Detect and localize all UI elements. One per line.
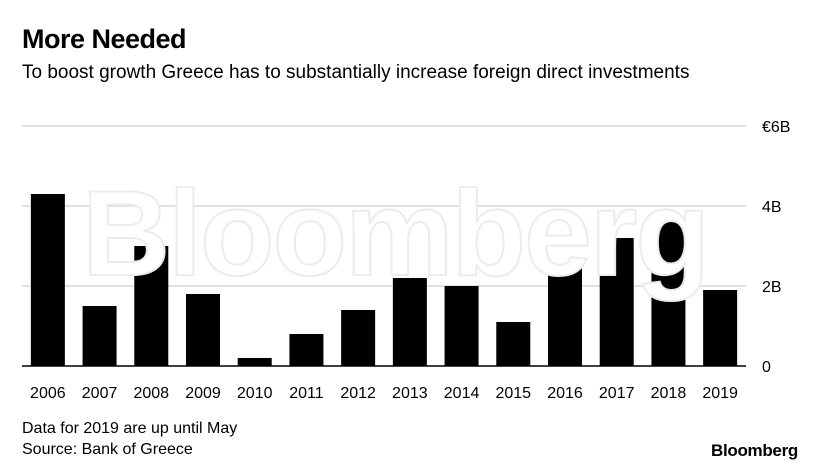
x-tick-label: 2012 bbox=[340, 385, 376, 402]
x-tick-label: 2016 bbox=[547, 385, 583, 402]
chart-subtitle: To boost growth Greece has to substantia… bbox=[22, 62, 690, 83]
x-tick-label: 2019 bbox=[702, 385, 738, 402]
bar-2018 bbox=[651, 222, 686, 366]
bar-2015 bbox=[496, 322, 531, 366]
x-tick-label: 2014 bbox=[444, 385, 480, 402]
chart-title: More Needed bbox=[22, 24, 187, 54]
x-tick-label: 2017 bbox=[599, 385, 635, 402]
bars bbox=[30, 194, 738, 366]
y-tick-label: 0 bbox=[762, 359, 771, 376]
bar-2010 bbox=[237, 358, 272, 366]
brand-logo: Bloomberg bbox=[710, 441, 798, 460]
bar-2013 bbox=[392, 278, 427, 366]
x-tick-label: 2013 bbox=[392, 385, 428, 402]
x-tick-label: 2010 bbox=[237, 385, 273, 402]
x-tick-label: 2015 bbox=[495, 385, 531, 402]
bar-2017 bbox=[599, 238, 634, 366]
bar-2019 bbox=[703, 290, 738, 366]
y-tick-label: 2B bbox=[762, 279, 782, 296]
source-note: Source: Bank of Greece bbox=[22, 441, 193, 458]
footnote: Data for 2019 are up until May bbox=[22, 420, 238, 437]
x-tick-label: 2007 bbox=[82, 385, 118, 402]
bar-2008 bbox=[134, 246, 169, 366]
gridlines bbox=[22, 125, 746, 367]
bar-2012 bbox=[341, 310, 376, 366]
x-tick-label: 2018 bbox=[651, 385, 687, 402]
bar-2006 bbox=[30, 194, 65, 366]
x-tick-label: 2009 bbox=[185, 385, 221, 402]
bar-2009 bbox=[186, 294, 220, 366]
x-axis-ticks: 2006 2007 2008 2009 2010 2011 2012 2013 2014 2015… bbox=[30, 385, 738, 402]
bar-2016 bbox=[548, 266, 582, 366]
bar-2007 bbox=[82, 306, 117, 366]
bar-2014 bbox=[444, 286, 479, 366]
y-tick-label: €6B bbox=[762, 119, 790, 136]
x-tick-label: 2011 bbox=[289, 385, 324, 402]
x-tick-label: 2008 bbox=[133, 385, 169, 402]
bar-2011 bbox=[289, 334, 324, 366]
y-tick-label: 4B bbox=[762, 199, 782, 216]
y-axis-ticks: 0 2B 4B €6B bbox=[762, 119, 790, 376]
x-tick-label: 2006 bbox=[30, 385, 66, 402]
